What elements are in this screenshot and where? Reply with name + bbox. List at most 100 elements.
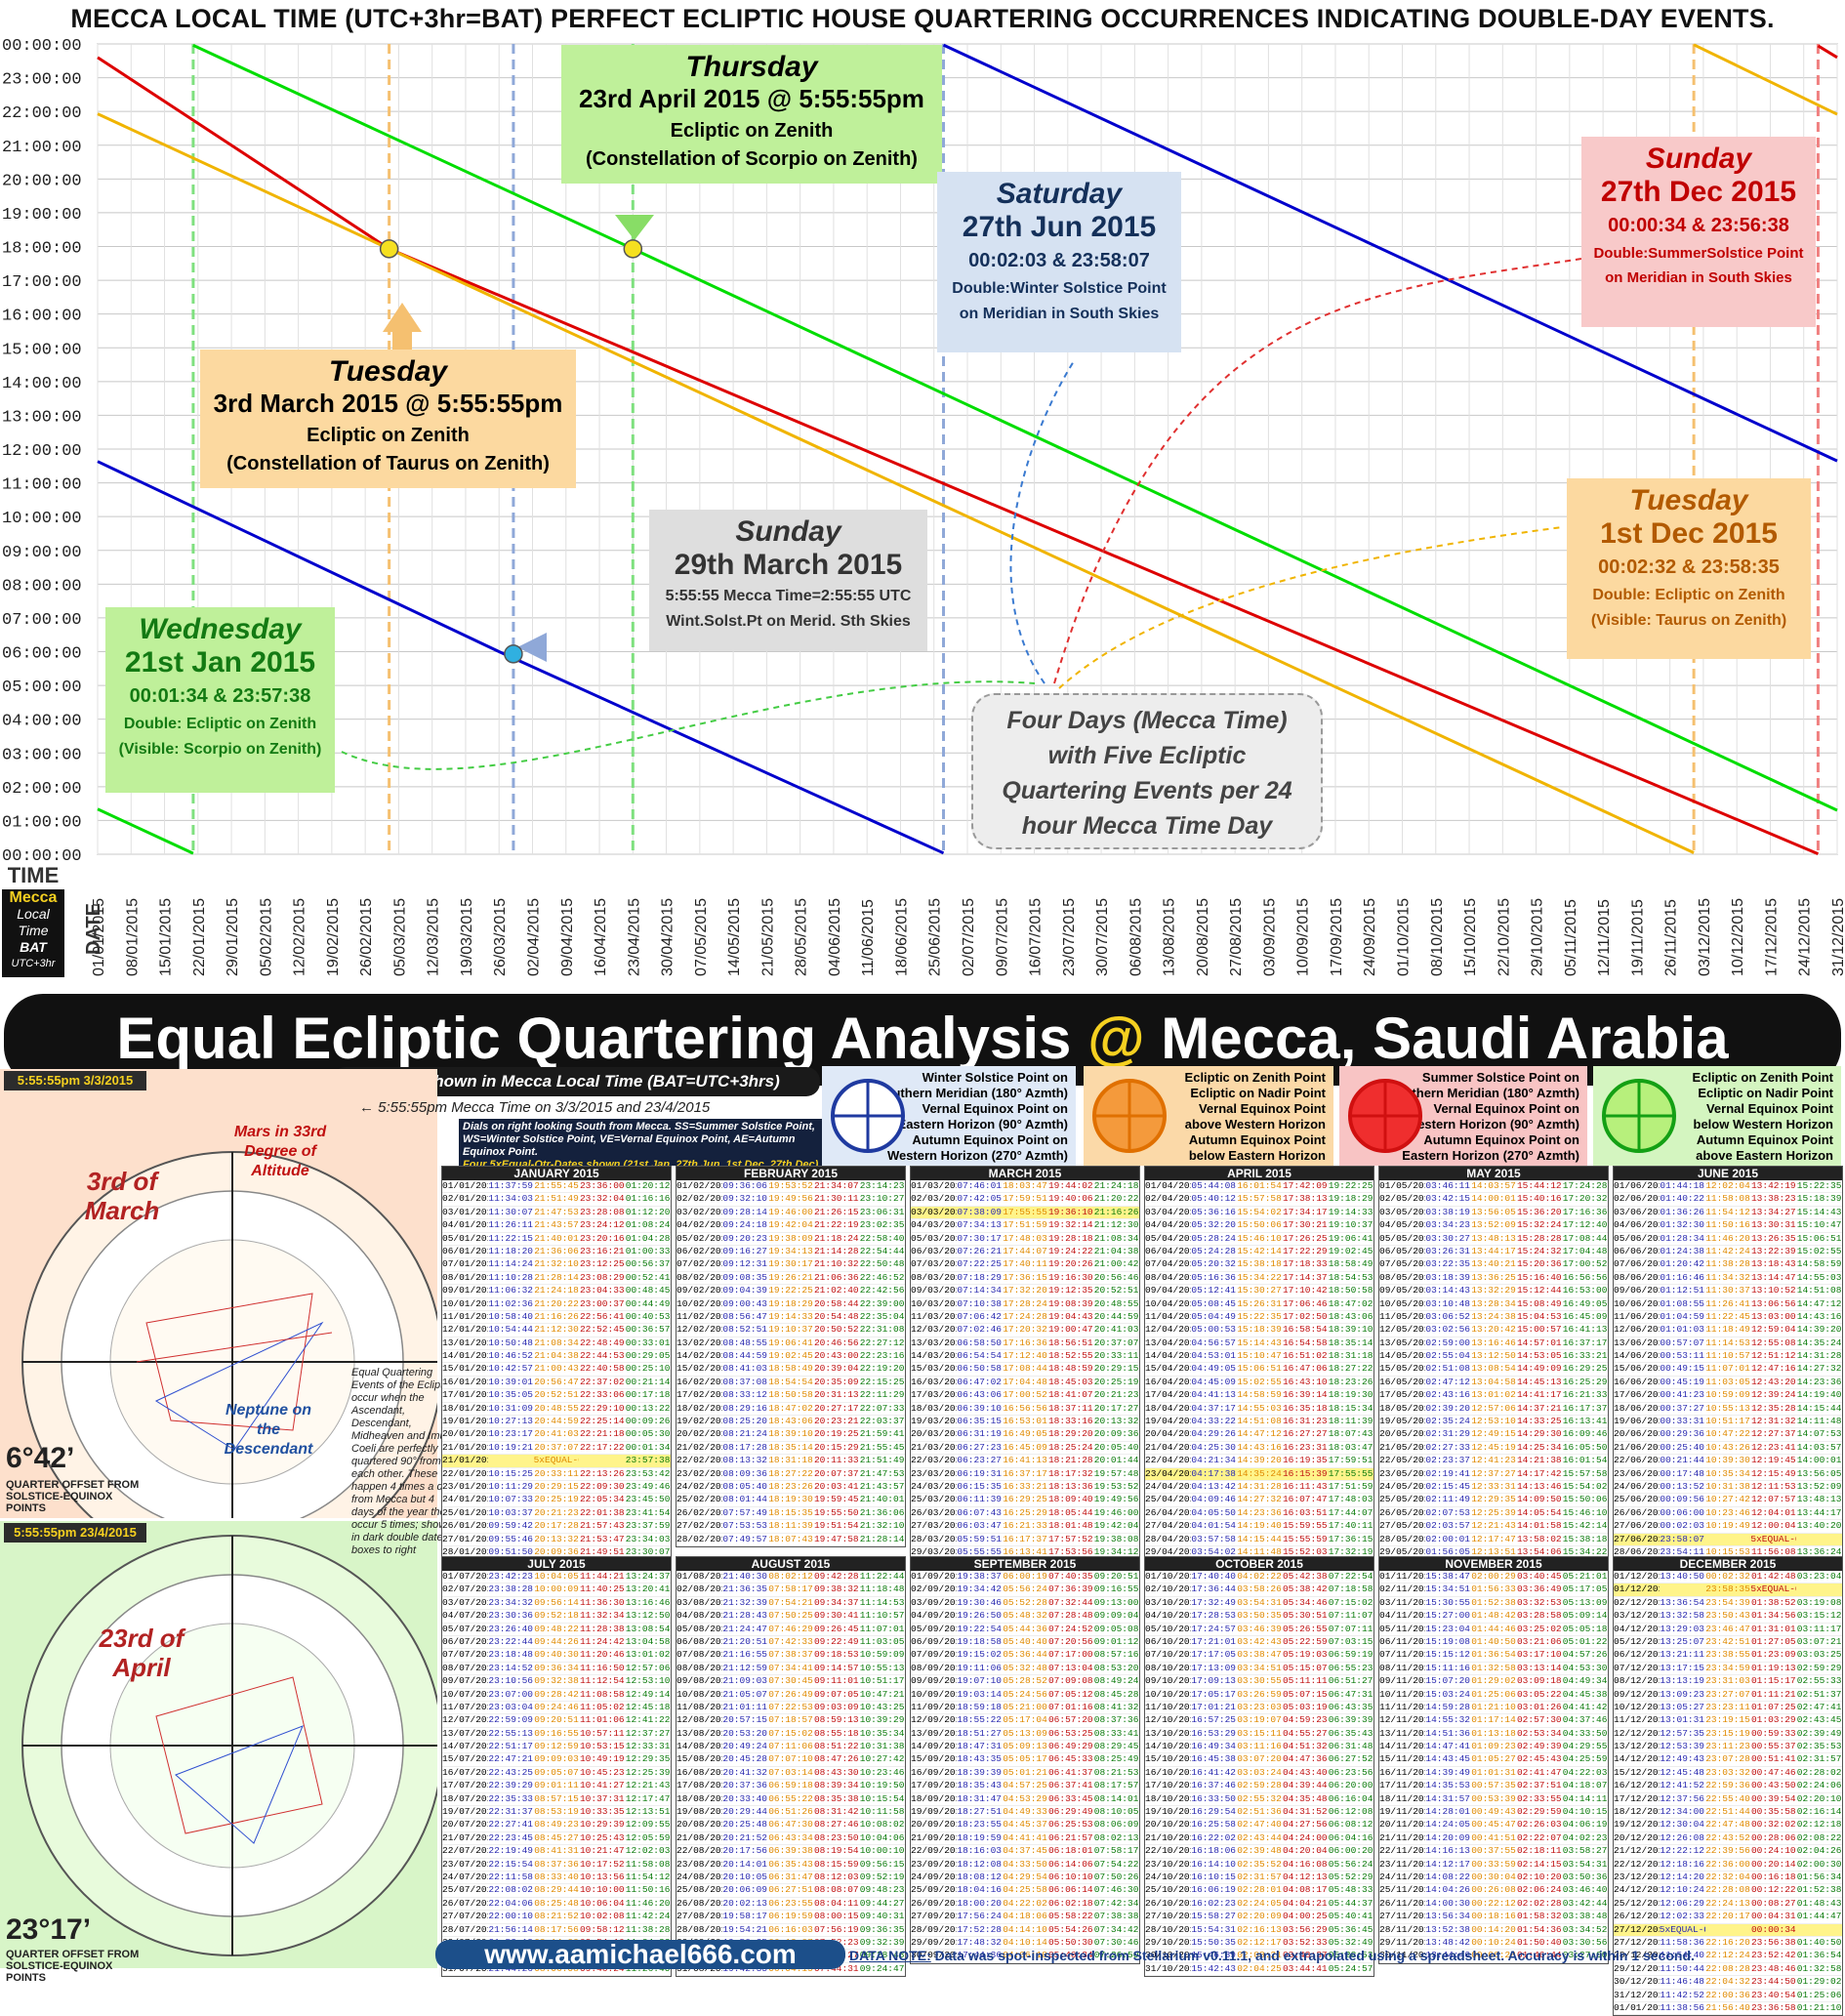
table-cell: 03:02:56	[1425, 1324, 1470, 1336]
y-tick-label: 10:00:00	[2, 510, 82, 528]
table-cell: 09:32:39	[859, 1936, 905, 1948]
table-cell: 00:24:10	[1750, 1845, 1796, 1857]
y-tick-label: 02:00:00	[2, 780, 82, 799]
table-cell: 03:54:02	[1191, 1545, 1236, 1557]
table-cell: 23:07:00	[488, 1688, 533, 1700]
table-cell: 01:25:06	[1796, 1989, 1842, 2000]
table-cell: 01:21:10	[1471, 1701, 1516, 1712]
table-cell: 20:13:32	[534, 1533, 579, 1544]
table-cell: 01:23:09	[1750, 1649, 1796, 1661]
table-row: 16/03/201506:47:0217:04:4818:45:0320:25:…	[911, 1377, 1139, 1390]
table-row: 26/03/201506:07:4316:25:2918:05:4419:46:…	[911, 1506, 1139, 1521]
table-cell: 05:28:53	[1328, 1950, 1374, 1961]
table-cell: 19:58:17	[722, 1911, 767, 1922]
table-row: 03/11/201515:30:5501:52:3803:32:5305:13:…	[1379, 1597, 1608, 1611]
table-cell: 19:14:33	[768, 1310, 813, 1322]
table-cell: 22:03:37	[859, 1416, 905, 1427]
table-cell: 22:47:21	[488, 1753, 533, 1765]
table-cell: 10:31:38	[1705, 1480, 1750, 1492]
table-cell: 05:52:28	[1003, 1596, 1047, 1608]
table-cell: 02/05/2015	[1379, 1193, 1425, 1205]
website-link[interactable]: www.aamichael666.com	[435, 1940, 845, 1969]
table-cell: 21:14:28	[813, 1245, 859, 1256]
y-tick-label: 21:00:00	[2, 139, 82, 157]
x-tick-label: 09/07/2015	[994, 898, 1010, 976]
table-cell: 16:45:09	[1003, 1441, 1047, 1453]
table-cell: 08:25:48	[534, 1897, 579, 1909]
table-cell: 02:02:28	[1516, 1897, 1562, 1909]
table-cell: 22/12/2015	[1614, 1858, 1660, 1870]
table-cell: 17:28:24	[1003, 1297, 1047, 1309]
table-cell: 05:32:48	[1003, 1662, 1047, 1673]
table-row: 22/04/201504:21:3414:39:2016:19:3517:59:…	[1145, 1455, 1374, 1468]
table-cell: 12/07/2015	[442, 1714, 488, 1726]
table-row: 08/10/201517:13:0903:34:5105:15:0706:55:…	[1145, 1663, 1374, 1676]
table-cell: 15:40:16	[1516, 1193, 1562, 1205]
table-cell: 07/04/2015	[1145, 1258, 1191, 1270]
table-cell: 00:30:04	[1471, 1871, 1516, 1882]
table-cell: 12:41:23	[1471, 1455, 1516, 1466]
table-cell: 09:28:42	[534, 1688, 579, 1700]
table-row: 15/08/201520:45:2807:07:1008:47:2610:27:…	[676, 1753, 905, 1767]
table-row: 15/03/201506:50:5817:08:4418:48:5920:29:…	[911, 1363, 1139, 1377]
table-row: 19/04/201504:33:2214:51:0816:31:2318:11:…	[1145, 1416, 1374, 1429]
table-cell: 13:13:19	[1660, 1675, 1704, 1687]
table-cell: 12:37:56	[1660, 1792, 1704, 1804]
y-tick-label: 08:00:00	[2, 577, 82, 596]
table-cell: 23:06:31	[859, 1206, 905, 1217]
month-table-header: JUNE 2015	[1614, 1167, 1842, 1180]
table-cell: 10:27:42	[1705, 1494, 1750, 1505]
table-cell: 23/06/2015	[1614, 1467, 1660, 1479]
table-cell: 19:04:43	[1047, 1310, 1093, 1322]
table-cell: 23:02:35	[859, 1219, 905, 1231]
table-cell: 30/09/2015	[911, 1950, 957, 1961]
table-cell	[1705, 1924, 1751, 1936]
table-cell: 15:10:47	[1796, 1219, 1842, 1231]
table-cell: 21:51:49	[859, 1455, 905, 1466]
table-cell: 05:09:14	[1562, 1610, 1608, 1622]
table-cell: 00:21:14	[625, 1376, 671, 1387]
table-cell: 14:28:01	[1425, 1806, 1470, 1818]
month-table: NOVEMBER 201501/11/201515:38:4702:00:290…	[1378, 1556, 1609, 1964]
table-cell: 06:07:43	[957, 1506, 1002, 1518]
table-cell: 03:42:44	[1562, 1897, 1608, 1909]
table-cell: 11:46:20	[625, 1897, 671, 1909]
table-cell: 17:16:36	[1562, 1206, 1608, 1217]
table-cell: 04:04:21	[1282, 1897, 1328, 1909]
pointer-arrow	[1058, 526, 1563, 689]
table-cell: 25/02/2015	[676, 1494, 722, 1505]
table-cell: 02/01/2015	[442, 1193, 488, 1205]
table-cell: 10/11/2015	[1379, 1688, 1425, 1700]
table-cell: 23:36:00	[579, 1180, 625, 1191]
table-cell: 13/11/2015	[1379, 1727, 1425, 1739]
table-row: 05/05/201503:30:2713:48:1315:28:2817:08:…	[1379, 1233, 1608, 1246]
table-cell: 07:46:29	[768, 1623, 813, 1634]
table-row: 06/07/201523:22:4409:44:2611:24:4213:04:…	[442, 1636, 671, 1650]
table-cell: 09:52:18	[534, 1610, 579, 1622]
table-cell: 12:33:31	[1471, 1480, 1516, 1492]
table-cell: 12:15:49	[1750, 1467, 1796, 1479]
table-cell: 07:10:38	[957, 1297, 1002, 1309]
table-cell: 15/06/2015	[1614, 1363, 1660, 1375]
month-table-header: SEPTEMBER 2015	[911, 1557, 1139, 1571]
table-cell: 22/09/2015	[911, 1845, 957, 1857]
table-cell: 22/10/2015	[1145, 1845, 1191, 1857]
table-cell: 20:11:33	[813, 1455, 859, 1466]
table-cell: 13:06:56	[1750, 1297, 1796, 1309]
table-cell: 10:39:01	[488, 1376, 533, 1387]
table-cell: 20:37:07	[534, 1441, 579, 1453]
table-cell: 16:23:31	[1282, 1441, 1328, 1453]
table-cell: 14/05/2015	[1379, 1350, 1425, 1362]
table-cell: 19:00:47	[1047, 1324, 1093, 1336]
table-cell: 04:41:42	[1562, 1701, 1608, 1712]
callout-line: on Meridian in South Skies	[959, 306, 1160, 322]
table-row: 16/06/201500:45:1911:03:0512:43:2014:23:…	[1614, 1377, 1842, 1390]
table-cell: 14/09/2015	[911, 1741, 957, 1752]
event-marker	[379, 239, 399, 259]
y-tick-label: 17:00:00	[2, 273, 82, 292]
table-row: 06/04/201505:24:2815:42:1417:22:2919:02:…	[1145, 1246, 1374, 1259]
table-cell: 11:50:44	[1660, 1962, 1704, 1974]
table-row: 05/10/201517:24:5703:46:3905:26:5507:07:…	[1145, 1624, 1374, 1636]
table-cell: 02:20:10	[1796, 1792, 1842, 1804]
table-cell: 00:35:58	[1750, 1806, 1796, 1818]
